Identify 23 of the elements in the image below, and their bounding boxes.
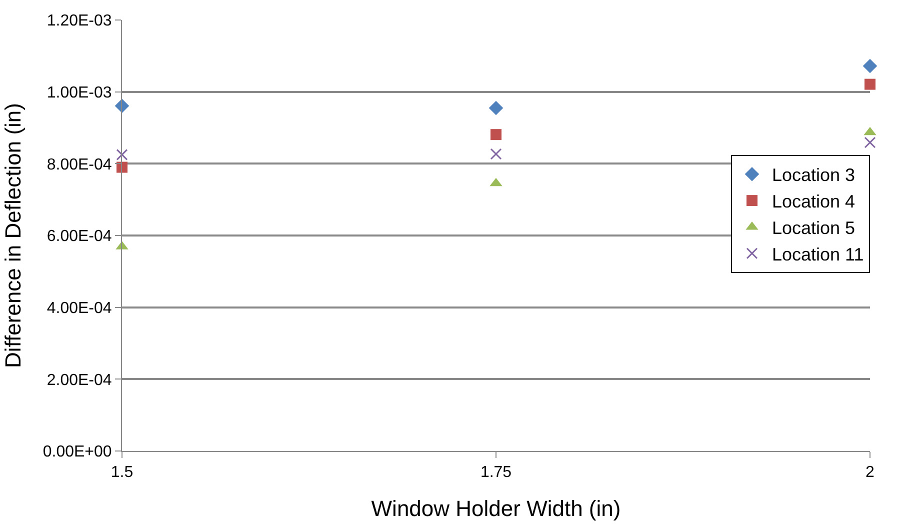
x-tick-label: 1.5: [110, 464, 134, 482]
y-tick-label: 8.00E-04: [46, 156, 112, 174]
legend-label: Location 5: [772, 218, 856, 238]
y-tick-label: 1.00E-03: [46, 84, 112, 102]
legend-label: Location 4: [772, 192, 856, 212]
point: [116, 148, 128, 160]
y-tick-label: 6.00E-04: [46, 228, 112, 246]
legend-label: Location 3: [772, 165, 856, 186]
point: [490, 129, 502, 140]
x-tick-label: 2: [866, 464, 875, 482]
point: [488, 100, 504, 116]
y-tick-label: 1.20E-03: [46, 12, 112, 30]
y-tick-label: 4.00E-04: [46, 300, 112, 317]
point: [490, 148, 502, 160]
point: [862, 58, 878, 74]
y-tick-label: 0.00E+00: [42, 444, 112, 461]
legend-label: Location 11: [772, 244, 864, 264]
y-axis-title: Difference in Deflection (in): [0, 103, 26, 368]
x-tick-label: 1.75: [480, 464, 512, 482]
point: [864, 78, 876, 90]
y-tick-label: 2.00E-04: [46, 372, 112, 389]
point: [864, 136, 876, 148]
x-axis-title: Window Holder Width (in): [371, 496, 621, 522]
